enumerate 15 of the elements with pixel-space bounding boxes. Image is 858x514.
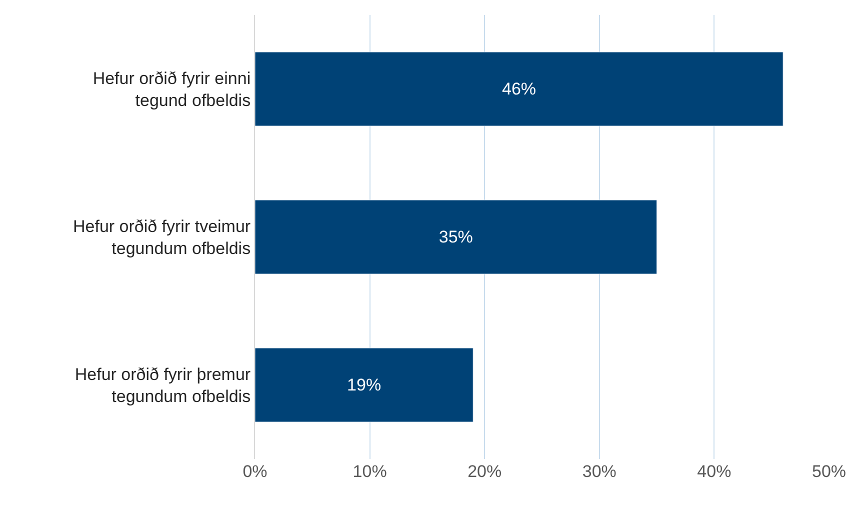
x-tick-label: 40% bbox=[697, 462, 732, 481]
x-tick-label: 50% bbox=[812, 462, 846, 481]
x-tick-label: 10% bbox=[352, 462, 387, 481]
bar bbox=[255, 348, 474, 422]
bar bbox=[255, 52, 784, 126]
bar bbox=[255, 200, 658, 274]
x-tick-label: 20% bbox=[468, 462, 502, 481]
data-label: 46% bbox=[502, 80, 536, 98]
data-label: 19% bbox=[347, 376, 382, 394]
data-label: 35% bbox=[438, 228, 473, 246]
y-tick-label: Hefur orðið fyrir þremur tegundum ofbeldis bbox=[74, 364, 251, 406]
x-tick-label: 30% bbox=[582, 462, 616, 481]
y-tick-label: Hefur orðið fyrir tveimur tegundum ofbeldis bbox=[72, 216, 251, 258]
x-tick-label: 0% bbox=[242, 462, 268, 481]
y-tick-label: Hefur orðið fyrir einni tegund ofbeldis bbox=[92, 68, 251, 110]
